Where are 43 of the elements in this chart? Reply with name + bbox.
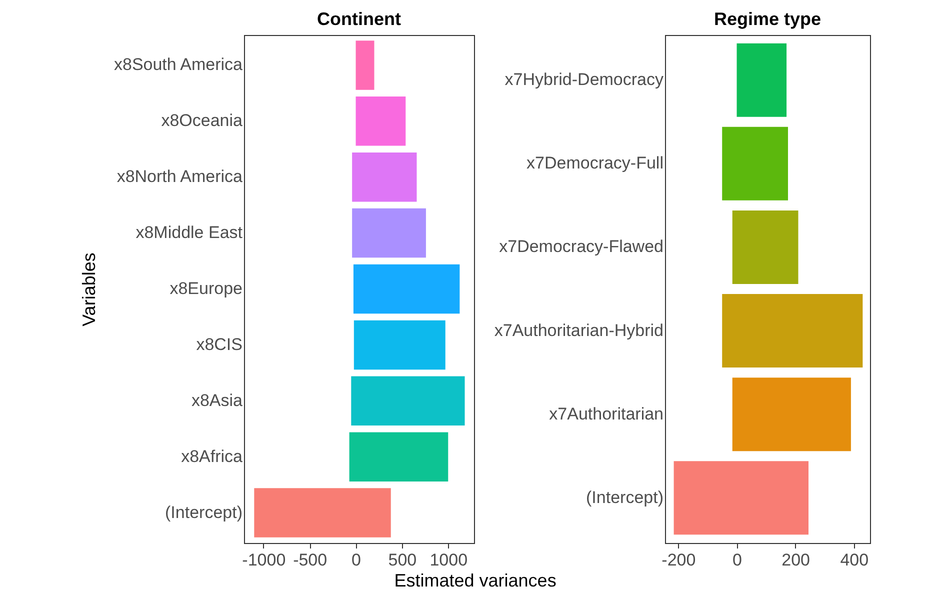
x-tick-label: -500: [293, 550, 328, 570]
y-tick-label: x8Oceania: [161, 111, 244, 130]
bar: [353, 264, 460, 314]
y-tick-label: x7Hybrid-Democracy: [504, 70, 664, 90]
bar: [349, 432, 448, 482]
x-tick-label: 0: [732, 550, 742, 570]
x-tick-label: 200: [782, 550, 810, 570]
y-tick-label: x7Democracy-Flawed: [499, 237, 664, 256]
bar: [674, 461, 808, 535]
y-tick-label: x8Asia: [191, 390, 244, 410]
y-tick-label: x7Democracy-Full: [526, 154, 664, 173]
y-tick-label: x8Africa: [181, 446, 244, 466]
bar: [732, 378, 851, 452]
x-tick-label: -1000: [242, 550, 286, 570]
bar: [356, 40, 374, 90]
y-tick-label: x8CIS: [196, 334, 242, 354]
bar: [732, 210, 798, 284]
bar: [352, 208, 426, 258]
bar: [356, 96, 406, 146]
y-tick-label: x7Authoritarian-Hybrid: [494, 320, 664, 340]
chart-title: Continent: [317, 9, 401, 29]
x-tick-label: 500: [388, 550, 417, 570]
bar: [722, 294, 863, 368]
y-tick-label: (Intercept): [165, 502, 242, 522]
y-tick-label: x8South America: [114, 55, 244, 74]
bar: [354, 320, 446, 370]
y-tick-label: (Intercept): [586, 488, 664, 507]
bar: [722, 126, 788, 200]
y-tick-label: x7Authoritarian: [549, 404, 664, 424]
y-tick-label: x8Europe: [170, 279, 242, 298]
x-tick-label: 0: [352, 550, 361, 570]
bar: [254, 488, 391, 538]
bar: [736, 43, 787, 117]
y-tick-label: x8North America: [116, 167, 244, 186]
bar: [352, 152, 417, 202]
x-tick-label: -200: [662, 550, 696, 570]
x-axis-title: Estimated variances: [394, 570, 556, 590]
x-tick-label: 400: [840, 550, 869, 570]
x-tick-label: 1000: [430, 550, 468, 570]
bar: [351, 376, 465, 426]
y-axis-title: Variables: [79, 252, 100, 326]
y-tick-label: x8Middle East: [136, 223, 243, 242]
chart-title: Regime type: [714, 9, 822, 29]
